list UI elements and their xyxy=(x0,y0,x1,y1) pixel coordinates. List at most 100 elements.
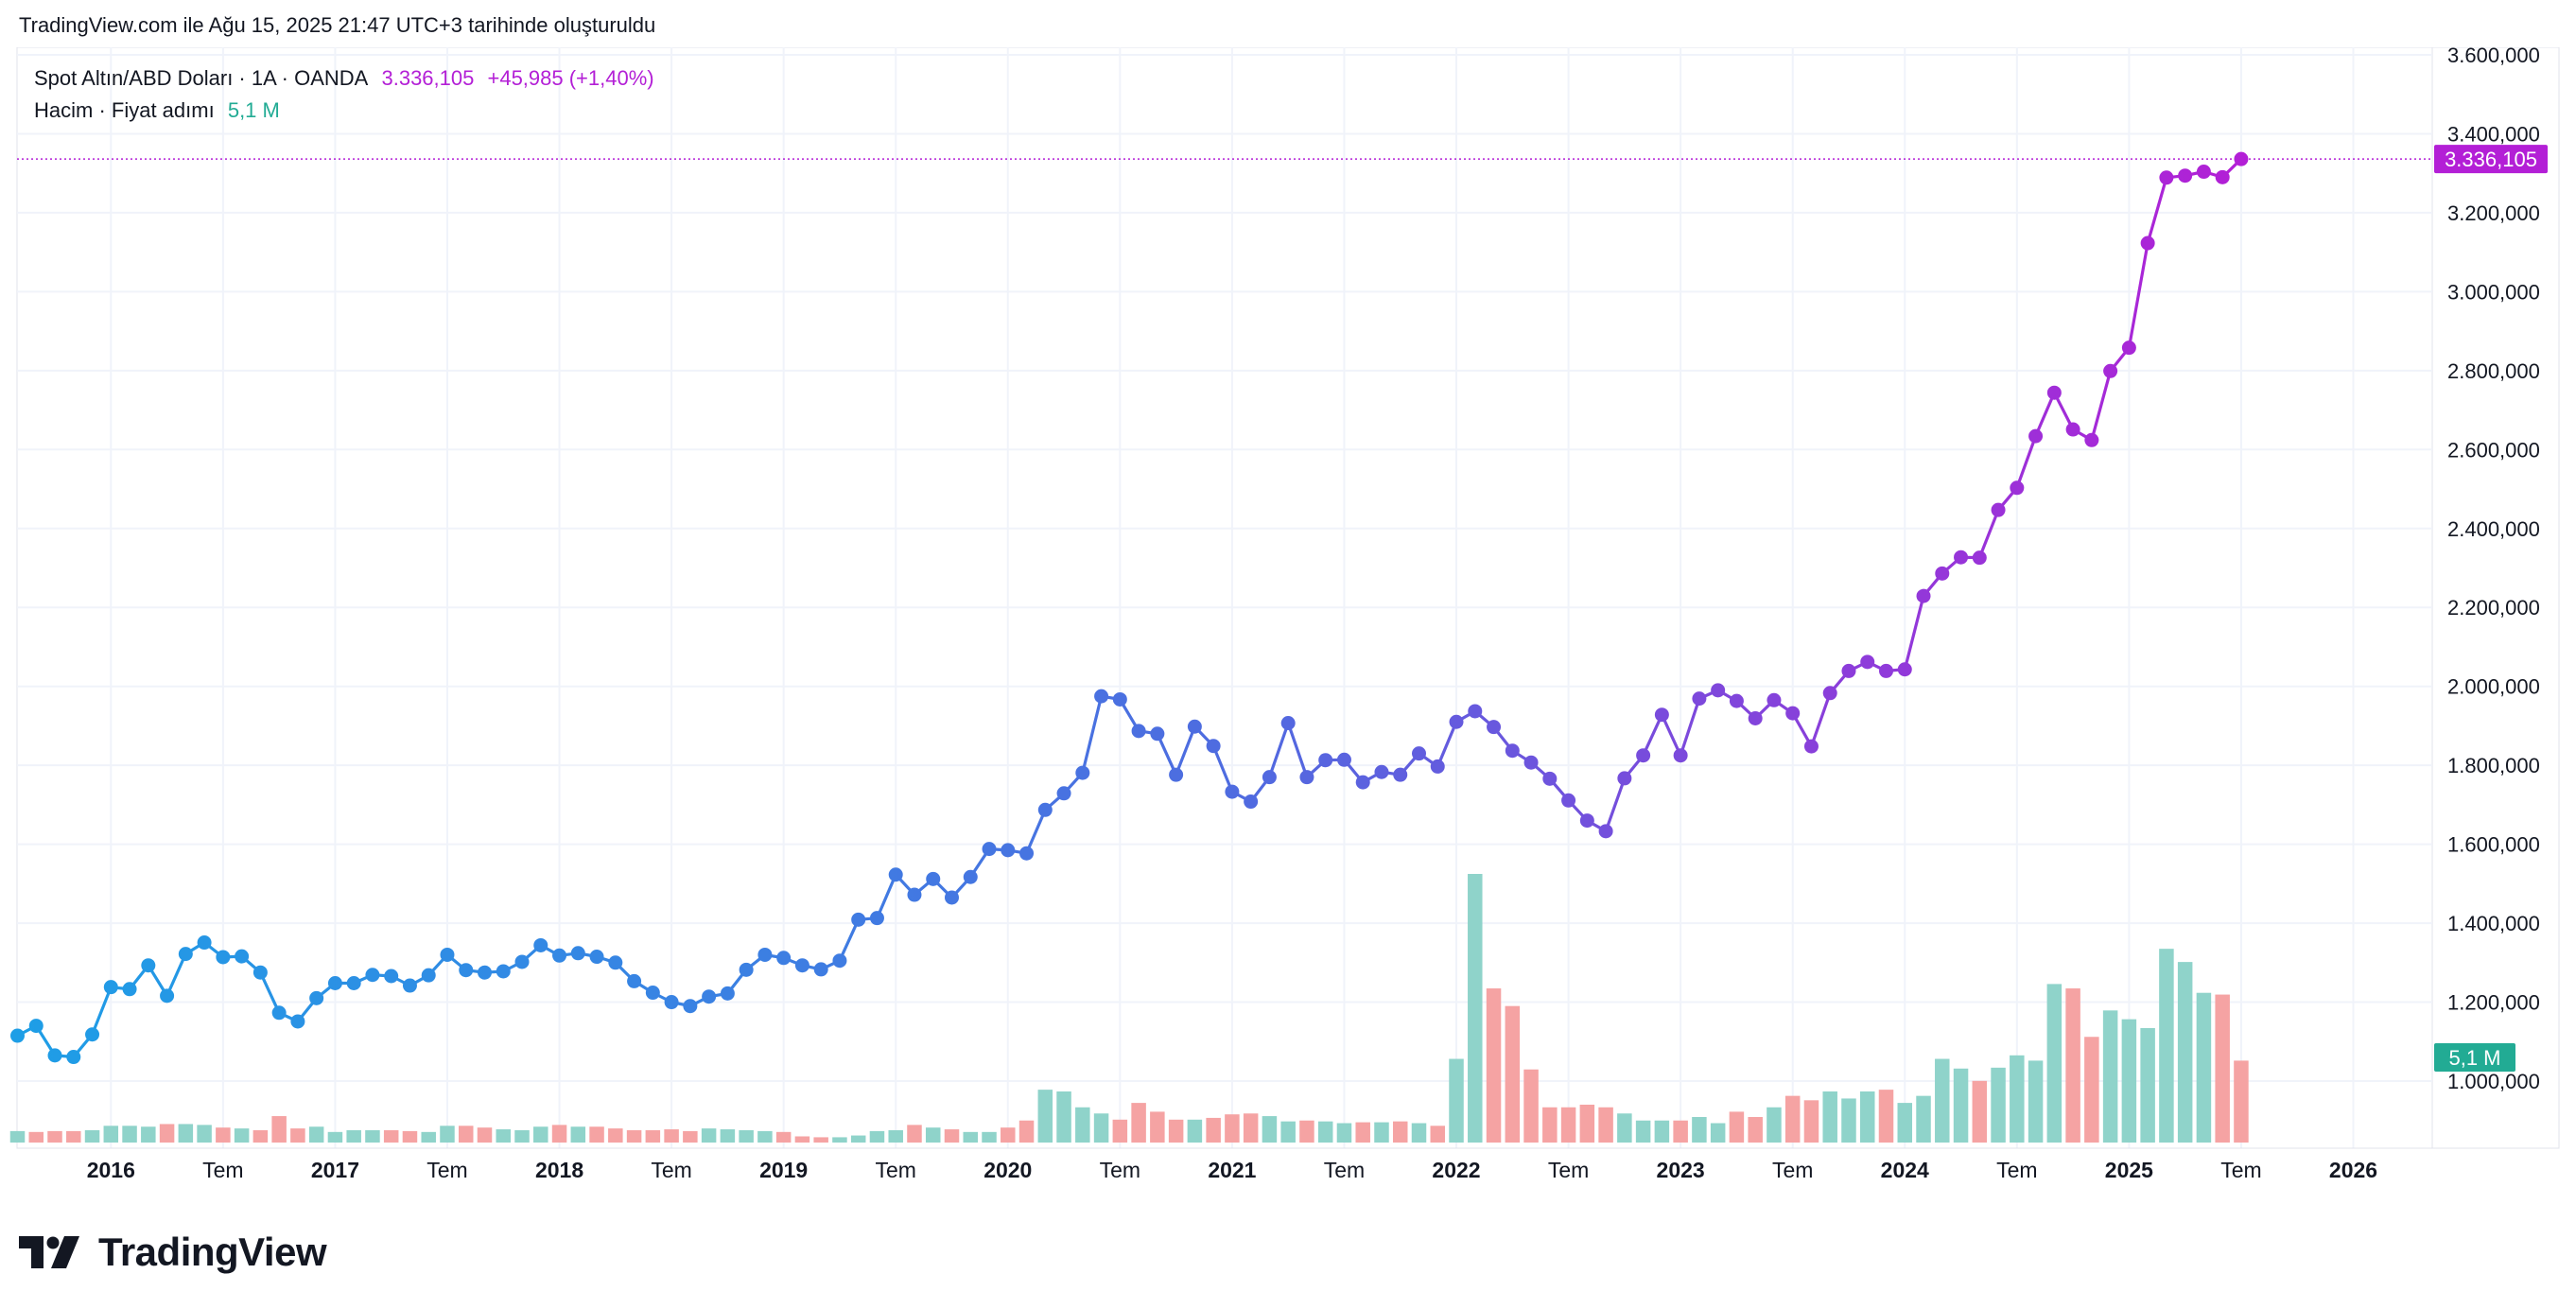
legend-last-price: 3.336,105 xyxy=(381,66,475,90)
price-point xyxy=(832,953,847,969)
volume-bar xyxy=(1710,1123,1726,1143)
price-point xyxy=(1785,706,1801,721)
price-point xyxy=(1542,771,1558,786)
price-point xyxy=(28,1019,44,1034)
volume-bar xyxy=(2046,984,2063,1143)
legend-symbol-row[interactable]: Spot Altın/ABD Doları · 1A · OANDA 3.336… xyxy=(34,66,662,91)
price-point xyxy=(1598,824,1613,839)
volume-bar xyxy=(589,1126,604,1143)
volume-bar xyxy=(1635,1120,1651,1143)
volume-bar xyxy=(1972,1080,1988,1143)
y-tick-label: 2.000,000 xyxy=(2447,675,2540,699)
volume-bar xyxy=(1897,1103,1913,1143)
price-point xyxy=(888,867,903,882)
price-point xyxy=(290,1014,305,1029)
volume-bar xyxy=(1935,1058,1950,1143)
volume-bar xyxy=(47,1130,62,1143)
legend-volume-row[interactable]: Hacim · Fiyat adımı 5,1 M xyxy=(34,98,287,123)
volume-bar xyxy=(1336,1123,1352,1143)
price-point xyxy=(552,948,567,963)
x-tick-label: Tem xyxy=(2220,1158,2261,1182)
price-point xyxy=(1636,748,1651,763)
volume-bar xyxy=(2121,1019,2137,1143)
volume-bar xyxy=(1654,1120,1670,1143)
price-point xyxy=(1412,746,1426,761)
legend-symbol[interactable]: Spot Altın/ABD Doları · 1A · OANDA xyxy=(34,66,369,90)
volume-bar xyxy=(1468,874,1483,1143)
price-point xyxy=(421,968,436,983)
volume-bar xyxy=(458,1126,474,1143)
volume-bar xyxy=(1878,1090,1894,1143)
price-point xyxy=(47,1048,62,1063)
price-point xyxy=(1654,707,1669,723)
y-tick-label: 2.400,000 xyxy=(2447,517,2540,541)
volume-bar xyxy=(103,1126,119,1143)
price-point xyxy=(2196,165,2211,180)
volume-bar xyxy=(308,1126,324,1143)
price-chart[interactable]: 1.000,000 1.200,000 1.400,000 1.600,000 1.80… xyxy=(0,47,2576,1196)
price-point xyxy=(2178,168,2193,183)
volume-bar xyxy=(2102,1010,2118,1143)
x-tick-label: 2022 xyxy=(1432,1158,1480,1182)
volume-bar xyxy=(1243,1113,1259,1143)
price-point xyxy=(1056,786,1071,801)
price-point xyxy=(1841,663,1856,678)
tradingview-logo[interactable]: TradingView xyxy=(19,1230,327,1275)
price-point xyxy=(1897,662,1912,677)
price-point xyxy=(496,964,511,979)
chart-area[interactable]: 1.000,000 1.200,000 1.400,000 1.600,000 1.80… xyxy=(0,47,2576,1196)
volume-bar xyxy=(2065,988,2080,1143)
volume-bar xyxy=(664,1129,679,1143)
y-tick-label: 1.600,000 xyxy=(2447,833,2540,857)
y-tick-label: 1.400,000 xyxy=(2447,912,2540,935)
x-tick-label: Tem xyxy=(1548,1158,1589,1182)
price-point xyxy=(1711,683,1726,698)
volume-bar xyxy=(1168,1119,1184,1143)
volume-bar xyxy=(533,1126,548,1143)
volume-bar xyxy=(402,1130,418,1143)
volume-bar xyxy=(1692,1116,1707,1143)
price-point xyxy=(1916,588,1931,603)
price-point xyxy=(1523,755,1539,770)
legend-volume-value: 5,1 M xyxy=(227,98,280,122)
y-tick-label: 2.600,000 xyxy=(2447,438,2540,462)
legend-volume-label[interactable]: Hacim · Fiyat adımı xyxy=(34,98,215,122)
last-price-badge xyxy=(2434,145,2548,174)
volume-bar xyxy=(1299,1120,1314,1143)
price-point xyxy=(1487,720,1502,735)
y-tick-label: 2.200,000 xyxy=(2447,596,2540,620)
price-point xyxy=(963,869,978,884)
price-point xyxy=(813,962,828,977)
price-point xyxy=(2103,363,2118,378)
volume-bar xyxy=(1411,1123,1427,1143)
volume-bar xyxy=(925,1127,941,1143)
price-point xyxy=(160,988,175,1004)
volume-bar xyxy=(1225,1114,1240,1143)
price-point xyxy=(776,951,792,966)
x-tick-label: 2026 xyxy=(2329,1158,2377,1182)
volume-bar xyxy=(701,1128,717,1143)
volume-bar xyxy=(234,1128,250,1143)
volume-bar xyxy=(2010,1055,2025,1143)
price-point xyxy=(533,937,548,952)
price-point xyxy=(85,1027,100,1042)
price-point xyxy=(216,950,231,965)
volume-bar xyxy=(963,1131,979,1143)
volume-bar xyxy=(570,1126,586,1143)
volume-bar xyxy=(1037,1090,1053,1143)
volume-bar xyxy=(421,1131,436,1143)
volume-bar xyxy=(1598,1107,1613,1143)
y-tick-label: 3.600,000 xyxy=(2447,47,2540,67)
price-point xyxy=(365,968,380,983)
volume-bar xyxy=(1449,1058,1464,1143)
price-point xyxy=(10,1028,25,1043)
x-tick-label: Tem xyxy=(651,1158,691,1182)
volume-bar xyxy=(2140,1027,2155,1143)
volume-bar xyxy=(346,1129,361,1143)
price-point xyxy=(2215,169,2230,184)
price-point xyxy=(702,989,717,1004)
price-point xyxy=(2046,385,2062,400)
price-point xyxy=(1692,691,1707,707)
volume-bar xyxy=(608,1128,623,1143)
volume-bar xyxy=(271,1116,287,1143)
